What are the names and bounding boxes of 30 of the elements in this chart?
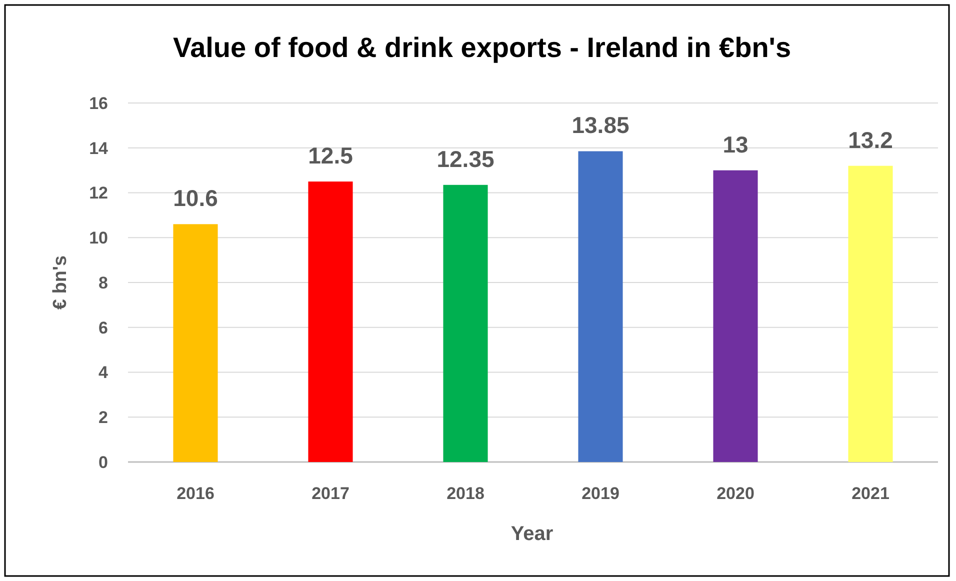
bar xyxy=(308,182,353,462)
y-tick-label: 10 xyxy=(89,228,108,248)
y-tick-label: 6 xyxy=(98,318,108,338)
x-axis-title: Year xyxy=(510,523,554,545)
data-label: 12.5 xyxy=(308,142,354,169)
x-tick-label: 2017 xyxy=(312,484,350,503)
x-tick-label: 2021 xyxy=(852,484,890,503)
x-tick-label: 2016 xyxy=(176,484,214,503)
bar xyxy=(848,166,893,462)
data-label: 13 xyxy=(722,131,748,158)
y-tick-label: 14 xyxy=(89,138,109,158)
y-axis-title: € bn's xyxy=(50,255,71,310)
bar xyxy=(443,184,488,462)
data-label: 10.6 xyxy=(173,185,218,212)
bar xyxy=(578,151,623,462)
x-tick-label: 2018 xyxy=(446,484,484,503)
y-tick-label: 0 xyxy=(98,452,108,472)
x-tick-label: 2020 xyxy=(716,484,754,503)
y-tick-label: 2 xyxy=(98,408,108,428)
bar xyxy=(173,224,218,462)
x-tick-label: 2019 xyxy=(582,484,620,503)
data-label: 13.85 xyxy=(572,112,630,138)
data-label: 12.35 xyxy=(436,146,494,172)
chart-title: Value of food & drink exports - Ireland in €bn's xyxy=(172,32,792,63)
y-tick-label: 8 xyxy=(98,273,108,292)
y-tick-label: 16 xyxy=(89,94,108,113)
y-tick-label: 12 xyxy=(89,184,108,203)
data-label: 13.2 xyxy=(848,126,893,153)
bar xyxy=(713,170,758,462)
y-tick-label: 4 xyxy=(98,363,109,382)
